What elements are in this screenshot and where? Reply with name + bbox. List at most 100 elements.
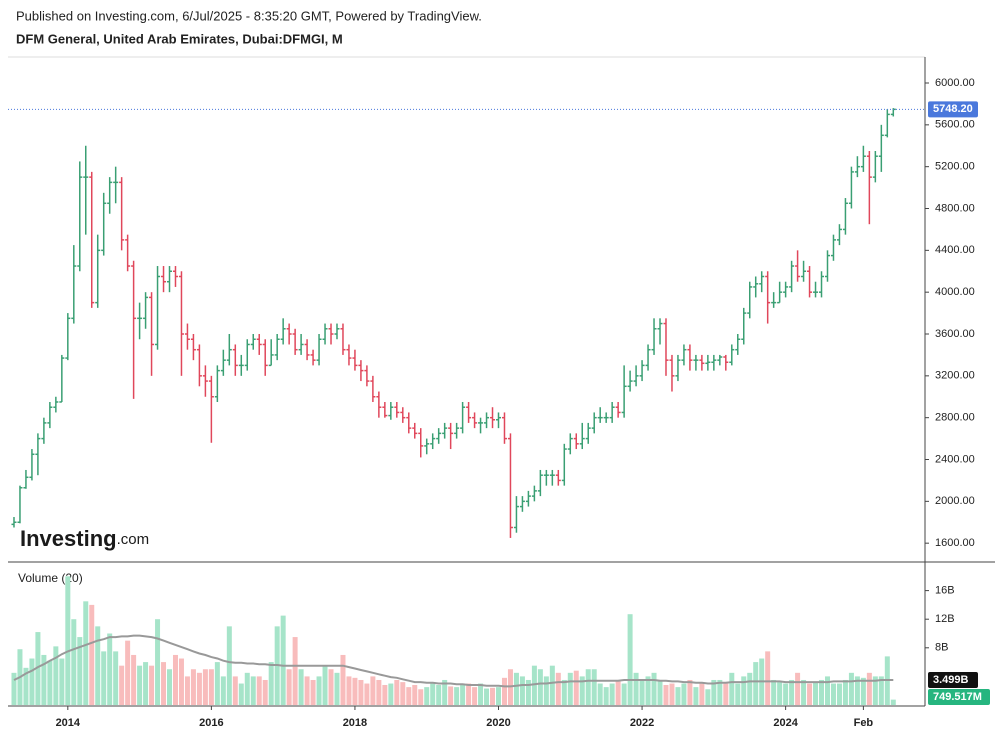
volume-bar <box>801 679 807 705</box>
volume-bar <box>358 679 364 705</box>
volume-bar <box>836 683 842 705</box>
y-tick-label: 5200.00 <box>935 161 975 173</box>
volume-bar <box>496 687 502 705</box>
volume-bar <box>621 683 627 705</box>
published-note: Published on Investing.com, 6/Jul/2025 -… <box>16 8 482 23</box>
volume-bar <box>783 683 789 705</box>
volume-bar <box>669 683 675 705</box>
volume-bar <box>256 676 262 705</box>
volume-bar <box>388 683 394 705</box>
volume-bar <box>890 699 896 705</box>
volume-bar <box>178 658 184 705</box>
volume-bar <box>848 672 854 705</box>
volume-bar <box>567 672 573 705</box>
volume-bar <box>705 689 711 705</box>
volume-bar <box>406 687 412 705</box>
volume-bar <box>723 683 729 705</box>
volume-bar <box>214 662 220 705</box>
volume-title: Volume (20) <box>18 571 83 585</box>
volume-bar <box>472 687 478 705</box>
volume-bar <box>149 665 155 705</box>
volume-bar <box>71 619 77 705</box>
volume-bar <box>639 679 645 705</box>
volume-bar <box>466 683 472 705</box>
last-price-label: 5748.20 <box>933 103 973 115</box>
volume-bar <box>208 669 214 705</box>
volume-bar <box>747 672 753 705</box>
volume-bar <box>334 672 340 705</box>
logo-suffix: .com <box>117 531 150 548</box>
volume-bar <box>693 687 699 705</box>
volume-bar <box>478 683 484 705</box>
volume-bar <box>585 669 591 705</box>
volume-bar <box>137 665 143 705</box>
volume-bar <box>627 614 633 705</box>
volume-bar <box>41 654 47 705</box>
y-tick-label: 4000.00 <box>935 286 975 298</box>
volume-bar <box>490 687 496 705</box>
volume-bar <box>47 660 53 705</box>
volume-bar <box>813 682 819 705</box>
y-tick-label: 6000.00 <box>935 77 975 89</box>
volume-bar <box>328 669 334 705</box>
x-tick-label: 2024 <box>773 717 798 729</box>
volume-bar <box>83 601 89 705</box>
volume-bar <box>226 626 232 705</box>
volume-bar <box>250 676 256 705</box>
y-tick-label: 3200.00 <box>935 370 975 382</box>
x-tick-label: 2020 <box>486 717 510 729</box>
volume-bar <box>866 672 872 705</box>
volume-bar <box>29 658 35 705</box>
volume-bar <box>729 672 735 705</box>
volume-bar <box>322 665 328 705</box>
volume-bar <box>830 683 836 705</box>
volume-bar <box>819 679 825 705</box>
volume-bar <box>119 665 125 705</box>
y-tick-label: 4400.00 <box>935 244 975 256</box>
volume-bar <box>376 679 382 705</box>
volume-bar <box>824 676 830 705</box>
volume-bar <box>430 683 436 705</box>
volume-bar <box>741 676 747 705</box>
y-tick-label: 16B <box>935 585 955 597</box>
volume-bar <box>400 682 406 705</box>
volume-bar <box>711 679 717 705</box>
volume-bar <box>878 676 884 705</box>
volume-bar <box>310 679 316 705</box>
last-price-box <box>928 101 978 118</box>
volume-ma-line <box>13 634 894 688</box>
volume-bar <box>292 637 298 705</box>
volume-bar <box>615 679 621 705</box>
y-tick-label: 3600.00 <box>935 328 975 340</box>
volume-bar <box>872 676 878 705</box>
volume-bar <box>394 679 400 705</box>
volume-bar <box>196 672 202 705</box>
volume-bar <box>304 676 310 705</box>
volume-bar <box>131 654 137 705</box>
volume-bar <box>854 676 860 705</box>
y-tick-label: 12B <box>935 613 955 625</box>
x-tick-label: 2014 <box>56 717 81 729</box>
ma-value-box <box>928 671 978 688</box>
volume-bar <box>448 686 454 705</box>
volume-bar <box>412 684 418 705</box>
volume-bar <box>340 654 346 705</box>
volume-bar <box>484 688 490 705</box>
volume-bar <box>89 604 95 705</box>
y-tick-label: 1600.00 <box>935 537 975 549</box>
volume-bar <box>531 665 537 705</box>
volume-bar <box>663 684 669 705</box>
volume-bar <box>298 669 304 705</box>
volume-bar <box>77 637 83 705</box>
volume-bar <box>687 679 693 705</box>
volume-bar <box>125 640 131 705</box>
volume-bar <box>202 669 208 705</box>
x-tick-label: 2016 <box>199 717 223 729</box>
volume-bar <box>657 679 663 705</box>
volume-bar <box>364 683 370 705</box>
volume-bar <box>681 683 687 705</box>
volume-bar <box>172 654 178 705</box>
volume-bar <box>699 683 705 705</box>
x-tick-label: Feb <box>854 717 874 729</box>
volume-bar <box>23 667 29 705</box>
